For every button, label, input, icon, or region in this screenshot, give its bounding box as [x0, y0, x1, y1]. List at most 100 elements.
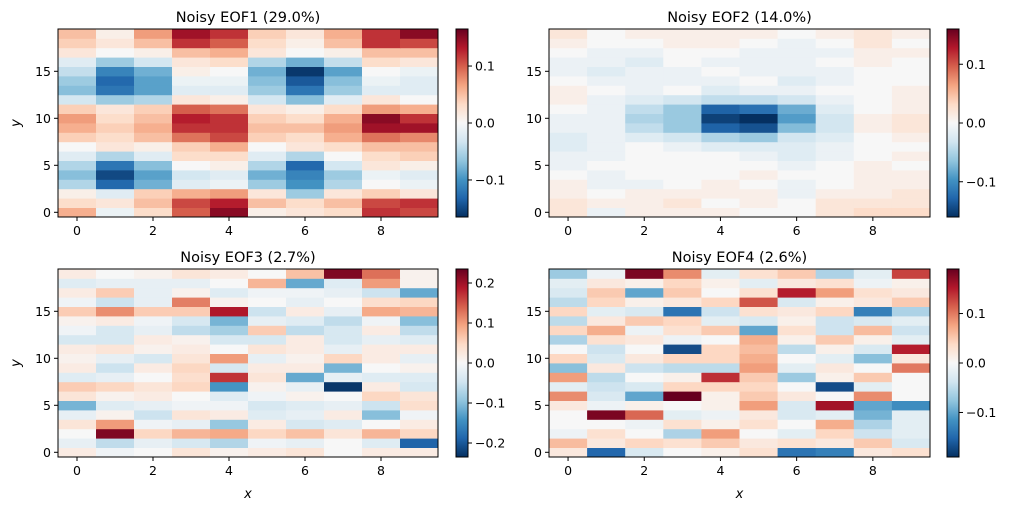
heatmap-cell: [549, 179, 588, 190]
heatmap-cell: [324, 57, 363, 67]
heatmap-cell: [286, 113, 325, 124]
heatmap-cell: [625, 207, 664, 218]
heatmap-cell: [134, 363, 173, 373]
heatmap-cell: [777, 132, 817, 143]
heatmap-cell: [172, 94, 211, 105]
heatmap-cell: [663, 57, 702, 67]
heatmap-cell: [172, 287, 211, 298]
heatmap-cell: [549, 410, 588, 420]
heatmap-cell: [134, 438, 173, 448]
heatmap-cell: [172, 170, 211, 180]
chart-title: Noisy EOF3 (2.7%): [180, 250, 315, 266]
heatmap-cell: [777, 113, 817, 124]
heatmap-cell: [58, 132, 97, 143]
heatmap-cell: [324, 400, 363, 411]
heatmap-cell: [134, 269, 173, 279]
heatmap-cell: [324, 123, 363, 133]
heatmap-cell: [400, 419, 439, 430]
heatmap-cell: [134, 57, 173, 67]
heatmap-cell: [172, 132, 211, 143]
heatmap-cell: [739, 372, 778, 383]
heatmap-cell: [549, 287, 588, 298]
heatmap-cell: [701, 334, 740, 345]
heatmap-cell: [739, 113, 778, 124]
heatmap-cell: [777, 151, 817, 161]
heatmap-cell: [248, 207, 287, 218]
heatmap-cell: [134, 391, 173, 401]
heatmap-cell: [210, 179, 249, 190]
heatmap-cell: [587, 297, 626, 307]
heatmap-cell: [549, 278, 588, 289]
heatmap-cell: [853, 160, 893, 171]
heatmap-cell: [815, 123, 855, 133]
x-tick-label: 0: [564, 223, 572, 238]
heatmap-cell: [58, 278, 97, 289]
heatmap-cell: [96, 179, 135, 190]
heatmap-cell: [172, 344, 211, 354]
heatmap-cell: [134, 66, 173, 77]
heatmap-cell: [400, 104, 439, 114]
heatmap-cell: [58, 113, 97, 124]
heatmap-cell: [362, 188, 401, 199]
heatmap-cell: [663, 381, 702, 392]
heatmap-cell: [701, 113, 740, 124]
heatmap-cell: [400, 47, 439, 58]
heatmap-cell: [324, 269, 363, 279]
heatmap-cell: [891, 334, 931, 345]
heatmap-cell: [286, 207, 325, 218]
heatmap-cell: [58, 198, 97, 208]
heatmap-cell: [324, 438, 363, 448]
heatmap-cell: [777, 38, 817, 49]
heatmap-cell: [286, 400, 325, 411]
heatmap-cell: [739, 160, 778, 171]
heatmap-cell: [96, 438, 135, 448]
heatmap-cell: [739, 123, 778, 133]
heatmap-cell: [96, 428, 135, 439]
heatmap-cell: [625, 104, 664, 114]
heatmap-cell: [210, 269, 249, 279]
heatmap-cell: [853, 47, 893, 58]
heatmap-cell: [172, 363, 211, 373]
heatmap-cell: [210, 400, 249, 411]
heatmap-cell: [587, 381, 626, 392]
heatmap-cell: [400, 297, 439, 307]
heatmap-cell: [286, 38, 325, 49]
heatmap-cell: [891, 132, 931, 143]
heatmap-cell: [400, 428, 439, 439]
heatmap-cell: [134, 344, 173, 354]
heatmap-cell: [625, 381, 664, 392]
heatmap-cell: [587, 306, 626, 317]
heatmap-cell: [739, 400, 778, 411]
heatmap-cell: [625, 47, 664, 58]
colorbar-tick-label: 0.1: [966, 57, 986, 72]
heatmap-cell: [134, 419, 173, 430]
heatmap-cell: [663, 353, 702, 364]
y-tick-label: 10: [35, 111, 51, 126]
heatmap-cell: [701, 132, 740, 143]
heatmap-cell: [286, 344, 325, 354]
heatmap-cell: [625, 141, 664, 152]
heatmap-cell: [625, 447, 664, 458]
heatmap-cell: [210, 207, 249, 218]
heatmap-cell: [625, 363, 664, 373]
heatmap-cell: [400, 170, 439, 180]
heatmap-cell: [663, 47, 702, 58]
x-tick-label: 6: [301, 463, 309, 478]
heatmap-cell: [891, 287, 931, 298]
heatmap-cell: [663, 428, 702, 439]
heatmap-cell: [362, 269, 401, 279]
heatmap-cell: [663, 278, 702, 289]
heatmap-cell: [625, 438, 664, 448]
heatmap-cell: [248, 104, 287, 114]
heatmap-cell: [134, 447, 173, 458]
heatmap-cell: [625, 132, 664, 143]
heatmap-cell: [286, 85, 325, 96]
heatmap-cell: [58, 325, 97, 336]
heatmap-cell: [172, 179, 211, 190]
heatmap-cell: [739, 428, 778, 439]
heatmap-cell: [891, 29, 931, 39]
heatmap-cell: [210, 57, 249, 67]
heatmap-cell: [248, 287, 287, 298]
heatmap-cell: [891, 94, 931, 105]
heatmap-cell: [891, 269, 931, 279]
